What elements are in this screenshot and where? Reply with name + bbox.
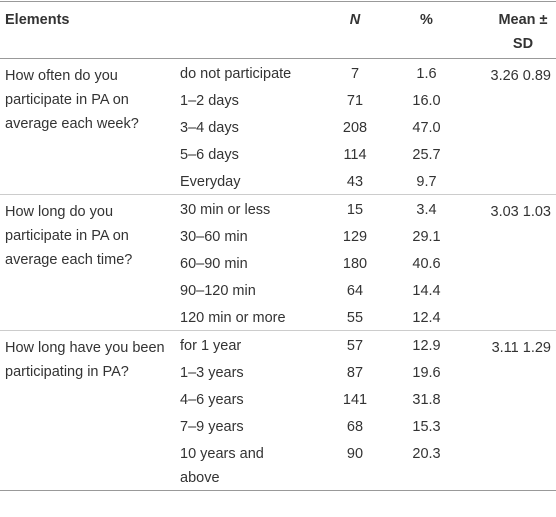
percent-cell: 29.1 [412,229,441,245]
percent-cell: 40.6 [412,256,441,272]
percent-cell: 47.0 [412,120,441,136]
table-row: 30–60 min 129 29.1 [0,222,556,249]
question-cell: How long do you participate in PA on ave… [5,204,133,268]
option-cell: 1–2 days [180,93,239,109]
percent-cell: 15.3 [412,419,441,435]
n-cell: 68 [346,419,364,435]
header-cell: Elements [5,12,70,28]
table-row: How long have you been participating in … [0,330,556,380]
table-row: 1–3 years 87 19.6 [0,358,556,385]
n-cell: 71 [346,93,364,109]
percent-cell: 9.7 [416,174,437,190]
option-cell: 90–120 min [180,283,256,299]
mean: 3.11 [491,340,519,356]
option-cell: 60–90 min [180,256,248,272]
n-cell: 129 [342,229,368,245]
table-row: 7–9 years 68 15.3 [0,412,556,439]
table-row: 5–6 days 114 25.7 [0,140,556,167]
mean-sd-cell: 3.26 0.89 [450,59,556,195]
mean-sd-cell: 3.11 1.29 [450,331,556,491]
option-cell: for 1 year [180,338,242,354]
table-body: How often do you participate in PA on av… [0,58,556,491]
option-cell: 30 min or less [180,202,271,218]
n-cell: 57 [346,338,364,354]
option-cell: do not participate [180,66,292,82]
table-row: 90–120 min 64 14.4 [0,276,556,303]
percent-cell: 25.7 [412,147,441,163]
table-row: 10 years and above 90 20.3 [0,439,556,491]
n-cell: 64 [346,283,364,299]
mean: 3.26 [490,68,519,84]
table-row: 4–6 years 141 31.8 [0,385,556,412]
percent-cell: 12.4 [412,310,441,326]
table-row: 1–2 days 71 16.0 [0,86,556,113]
n-cell: 114 [343,147,367,163]
table-row: 3–4 days 208 47.0 [0,113,556,140]
table-row: 60–90 min 180 40.6 [0,249,556,276]
n-cell: 87 [346,365,364,381]
percent-cell: 20.3 [412,446,441,462]
n-cell: 208 [342,120,368,136]
table-row: How often do you participate in PA on av… [0,58,556,132]
percent-cell: 3.4 [416,202,437,218]
option-cell: 10 years and above [180,446,264,486]
percent-cell: 31.8 [412,392,441,408]
percent-cell: 16.0 [412,93,441,109]
table-row: Everyday 43 9.7 [0,167,556,195]
option-cell: 5–6 days [180,147,239,163]
n-cell: 180 [342,256,368,272]
header-cell: N [349,12,361,28]
n-cell: 43 [346,174,364,190]
header-text: Mean ± SD [498,12,548,52]
option-cell: 4–6 years [180,392,244,408]
mean-sd-cell: 3.03 1.03 [450,195,556,331]
question-cell: How often do you participate in PA on av… [5,68,139,132]
option-cell: 30–60 min [180,229,248,245]
header-cell: % [420,12,433,28]
table-row: How long do you participate in PA on ave… [0,194,556,268]
table-header: Elements N % Mean ± SD [0,1,556,59]
option-cell: 1–3 years [180,365,244,381]
n-cell: 15 [346,202,364,218]
header-cell: Mean ± SD [450,2,556,59]
percent-cell: 1.6 [416,66,437,82]
option-cell: 7–9 years [180,419,244,435]
option-cell: 3–4 days [180,120,239,136]
question-cell: How long have you been participating in … [5,340,165,380]
sd: 0.89 [522,68,551,84]
sd: 1.03 [522,204,551,220]
option-cell: Everyday [180,174,241,190]
n-cell: 7 [350,66,360,82]
table-row: 120 min or more 55 12.4 [0,303,556,331]
mean: 3.03 [490,204,519,220]
header-row: Elements N % Mean ± SD [0,1,556,59]
header-cell [175,2,307,59]
n-cell: 90 [346,446,364,462]
option-cell: 120 min or more [180,310,286,326]
percent-cell: 12.9 [412,338,441,354]
n-cell: 55 [346,310,364,326]
percent-cell: 14.4 [412,283,441,299]
n-cell: 141 [342,392,368,408]
sd: 1.29 [522,340,551,356]
percent-cell: 19.6 [412,365,441,381]
data-table: Elements N % Mean ± SD How often do you … [0,1,556,491]
